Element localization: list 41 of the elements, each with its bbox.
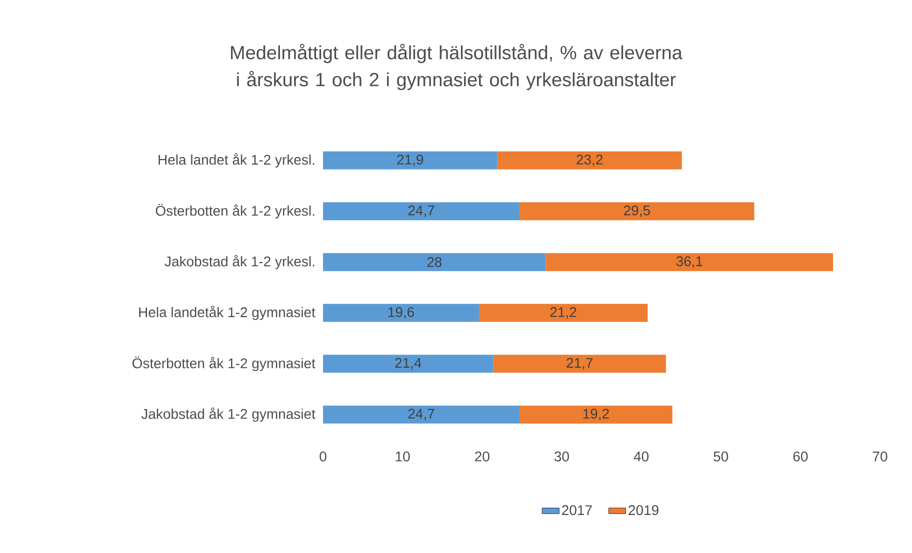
legend-label: 2017 <box>562 505 592 516</box>
data-label: 19,2 <box>583 408 609 420</box>
data-label: 24,7 <box>408 408 434 420</box>
data-label: 36,1 <box>676 256 702 268</box>
data-label: 19,6 <box>388 307 414 319</box>
bar <box>546 253 834 272</box>
bar <box>520 202 754 220</box>
bar <box>323 304 479 322</box>
data-label: 28 <box>427 257 442 268</box>
data-label: 21,4 <box>395 358 422 370</box>
bar <box>323 406 520 424</box>
y-tick-label: Jakobstad åk 1-2 gymnasiet <box>141 407 316 422</box>
bar <box>478 304 648 322</box>
bar <box>323 151 498 170</box>
bar <box>520 406 672 424</box>
data-label: 21,7 <box>566 358 593 370</box>
x-tick-label: 0 <box>320 452 326 462</box>
chart-title: Medelmåttigt eller dåligt hälsotillstånd, % av eleverna i årskurs 1 och 2 i gymnasiet och yrkesläroanstalter <box>231 44 682 90</box>
x-tick-label: 40 <box>634 452 649 462</box>
y-tick-label: Hela landet åk 1-2 yrkesl. <box>158 153 314 168</box>
y-tick-label: Jakobstad åk 1-2 yrkesl. <box>164 254 314 270</box>
y-tick-label: Hela landetåk 1-2 gymnasiet <box>139 306 316 320</box>
data-label: 21,2 <box>550 307 576 319</box>
bar <box>323 354 494 373</box>
bar <box>497 151 682 170</box>
bar <box>323 202 520 220</box>
data-label: 23,2 <box>576 154 602 166</box>
bar <box>323 253 546 272</box>
x-tick-label: 70 <box>872 452 888 462</box>
y-tick-label: Österbotten åk 1-2 gymnasiet <box>132 356 316 372</box>
y-tick-label: Österbotten åk 1-2 yrkesl. <box>156 204 314 219</box>
data-label: 29,5 <box>624 205 650 218</box>
x-tick-label: 20 <box>475 452 490 462</box>
x-tick-label: 60 <box>793 452 808 462</box>
x-tick-label: 10 <box>396 452 410 462</box>
data-label: 21,9 <box>397 154 424 166</box>
bar <box>493 354 666 373</box>
data-label: 24,7 <box>408 205 434 218</box>
legend-label: 2019 <box>628 505 658 516</box>
x-tick-label: 50 <box>714 452 728 462</box>
x-tick-label: 30 <box>554 452 569 462</box>
